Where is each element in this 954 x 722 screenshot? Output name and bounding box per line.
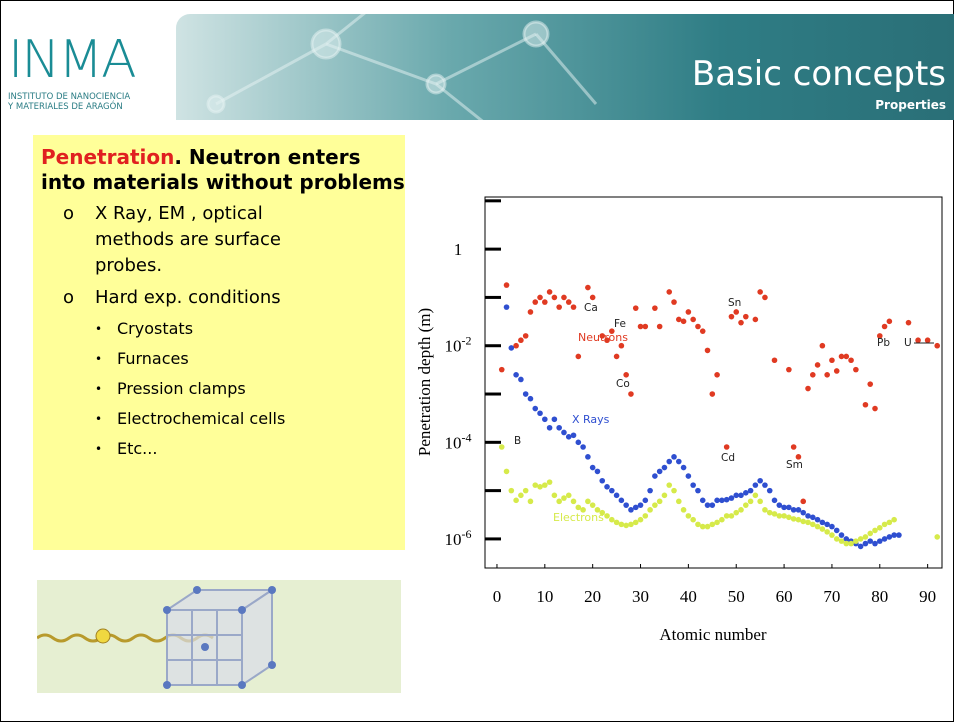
logo: INMA [8,30,135,90]
logo-line: Y MATERIALES DE ARAGÓN [8,102,123,112]
illustration [37,580,401,693]
highlight: Penetration [41,145,174,169]
crystal-drawing [37,580,401,693]
sub-item: Pression clamps [117,377,405,401]
list-item: X Ray, EM , optical methods are surface … [95,201,325,279]
slide: INMA INSTITUTO DE NANOCIENCIA Y MATERIAL… [0,0,954,722]
list-item: Hard exp. conditions [95,285,325,311]
slide-title: Basic concepts [692,54,946,94]
sub-item: Cryostats [117,317,405,341]
logo-line: INSTITUTO DE NANOCIENCIA [8,92,130,102]
sub-item: Electrochemical cells [117,407,405,431]
text-box: Penetration. Neutron enters into materia… [33,135,405,550]
sub-item: Etc... [117,437,405,461]
heading: Penetration. Neutron enters into materia… [41,145,405,195]
sub-item: Furnaces [117,347,405,371]
header-banner: Basic concepts Properties [176,14,954,120]
slide-subtitle: Properties [875,98,946,112]
item-list: X Ray, EM , optical methods are surface … [33,201,405,461]
